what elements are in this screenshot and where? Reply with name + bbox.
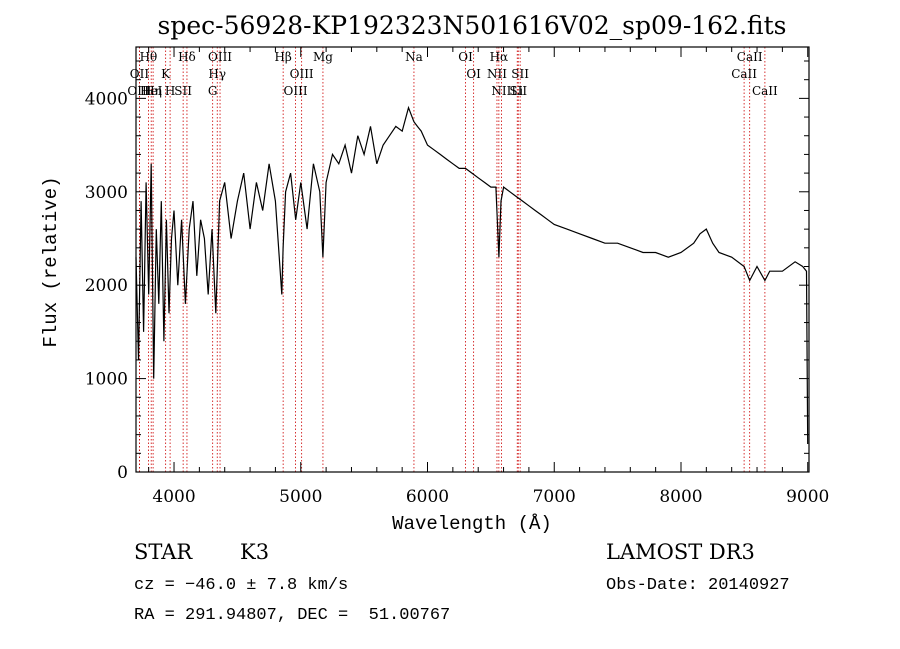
x-axis: 4000 5000 6000 7000 8000 9000	[148, 47, 829, 507]
spectrum-line	[135, 105, 809, 445]
line-marker-label-24: SII	[511, 67, 529, 81]
x-tick-label: 8000	[659, 487, 702, 507]
y-tick-label: 3000	[85, 183, 128, 203]
y-tick-label: 4000	[85, 89, 128, 109]
line-marker-label-23: SII	[509, 84, 527, 98]
line-marker-label-2: OIII	[127, 84, 151, 98]
spectral-line-labels: HθOIIOIIIHeIHηKHHδSIIOIIIHγGHβOIIIOIIIMg…	[127, 50, 778, 98]
y-tick-label: 0	[117, 463, 128, 483]
line-marker-label-9: OIII	[208, 50, 232, 64]
survey-name: LAMOST DR3	[606, 540, 755, 564]
x-tick-label: 7000	[533, 487, 576, 507]
x-axis-label: Wavelength (Å)	[392, 513, 552, 535]
line-marker-label-0: Hθ	[140, 50, 158, 64]
plot-frame	[135, 46, 810, 473]
line-marker-label-7: Hδ	[178, 50, 196, 64]
line-marker-label-6: H	[165, 84, 175, 98]
line-marker-label-17: OI	[458, 50, 473, 64]
line-marker-label-25: CaII	[737, 50, 763, 64]
line-marker-label-5: K	[161, 67, 171, 81]
y-tick-label: 1000	[85, 370, 128, 390]
line-marker-label-26: CaII	[731, 67, 757, 81]
object-class: STAR	[134, 540, 193, 564]
y-axis-label: Flux (relative)	[40, 176, 62, 347]
line-marker-label-27: CaII	[752, 84, 778, 98]
y-tick-label: 2000	[85, 276, 128, 296]
line-marker-label-20: NII	[487, 67, 507, 81]
line-marker-label-11: G	[208, 84, 218, 98]
spectral-line-markers	[139, 47, 766, 472]
x-tick-label: 6000	[406, 487, 449, 507]
line-marker-label-1: OII	[130, 67, 150, 81]
redshift-cz: cz = −46.0 ± 7.8 km/s	[134, 576, 348, 595]
coordinates: RA = 291.94807, DEC = 51.00767	[134, 606, 450, 625]
line-marker-label-16: Na	[405, 50, 423, 64]
obs-date: Obs-Date: 20140927	[606, 576, 790, 595]
line-marker-label-12: Hβ	[274, 50, 291, 64]
x-tick-label: 4000	[152, 487, 195, 507]
line-marker-label-15: Mg	[313, 50, 333, 64]
line-marker-label-14: OIII	[284, 84, 308, 98]
line-marker-label-13: OIII	[290, 67, 314, 81]
x-tick-label: 9000	[786, 487, 829, 507]
x-tick-label: 5000	[279, 487, 322, 507]
line-marker-label-8: SII	[174, 84, 192, 98]
line-marker-label-10: Hγ	[208, 67, 226, 81]
line-marker-label-4: Hη	[144, 84, 162, 98]
y-axis: 0 1000 2000 3000 4000	[85, 60, 809, 483]
chart-title: spec-56928-KP192323N501616V02_sp09-162.f…	[158, 11, 787, 40]
line-marker-label-3: HeI	[140, 84, 163, 98]
line-marker-label-19: Hα	[490, 50, 509, 64]
line-marker-label-22: Li	[511, 84, 523, 98]
line-marker-label-21: NII	[491, 84, 511, 98]
object-subclass: K3	[240, 540, 269, 564]
line-marker-label-18: OI	[466, 67, 481, 81]
